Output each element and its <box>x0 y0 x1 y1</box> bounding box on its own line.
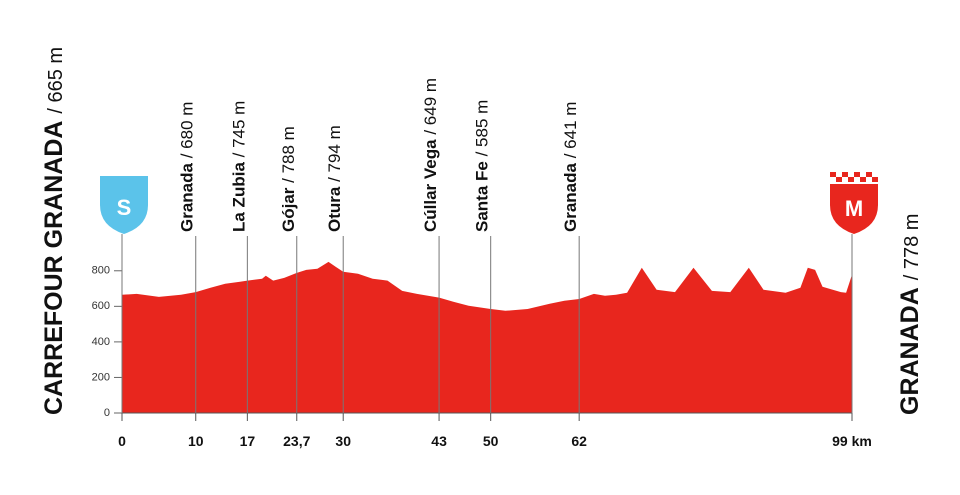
elevation-area <box>122 261 852 413</box>
start-label: CARREFOUR GRANADA / 665 m <box>40 47 68 415</box>
waypoint-label: Granada / 680 m <box>178 102 197 232</box>
waypoint-name: Granada <box>561 162 580 232</box>
x-tick-label: 43 <box>431 433 447 449</box>
x-tick-label: 99 km <box>832 433 872 449</box>
finish-altitude: / 778 m <box>901 214 923 281</box>
waypoint-altitude: / 794 m <box>325 125 344 182</box>
waypoint-label: Cúllar Vega / 649 m <box>421 78 440 232</box>
waypoint-label: Granada / 641 m <box>561 102 580 232</box>
finish-name: GRANADA <box>896 287 924 415</box>
waypoint-label: La Zubia / 745 m <box>229 101 248 232</box>
x-tick-label: 23,7 <box>283 433 310 449</box>
waypoint-altitude: / 745 m <box>229 101 248 158</box>
start-name: CARREFOUR GRANADA <box>40 121 68 415</box>
finish-badge <box>830 184 878 234</box>
waypoint-name: Santa Fe <box>473 161 492 232</box>
waypoint-label: Gójar / 788 m <box>279 126 298 232</box>
y-tick-label: 0 <box>104 407 110 419</box>
y-tick-label: 800 <box>92 265 110 277</box>
x-tick-label: 50 <box>483 433 499 449</box>
waypoint-label: Santa Fe / 585 m <box>473 100 492 232</box>
start-altitude: / 665 m <box>45 47 67 114</box>
y-tick-label: 600 <box>92 300 110 312</box>
y-tick-label: 400 <box>92 336 110 348</box>
finish-flag <box>830 172 878 186</box>
waypoint-altitude: / 585 m <box>473 100 492 157</box>
x-tick-label: 30 <box>335 433 351 449</box>
start-badge <box>100 176 148 234</box>
waypoint-altitude: / 680 m <box>178 102 197 159</box>
waypoint-label: Otura / 794 m <box>325 125 344 232</box>
waypoint-altitude: / 788 m <box>279 126 298 183</box>
waypoint-name: Otura <box>325 186 344 232</box>
y-tick-label: 200 <box>92 371 110 383</box>
start-badge-letter: S <box>117 195 132 220</box>
x-tick-label: 62 <box>571 433 587 449</box>
x-tick-label: 17 <box>240 433 256 449</box>
finish-label: GRANADA / 778 m <box>896 214 924 415</box>
waypoint-name: Gójar <box>279 187 298 232</box>
waypoint-altitude: / 649 m <box>421 78 440 135</box>
x-tick-label: 0 <box>118 433 126 449</box>
waypoint-name: La Zubia <box>229 162 248 232</box>
x-tick-label: 10 <box>188 433 204 449</box>
waypoint-name: Granada <box>178 162 197 232</box>
waypoint-name: Cúllar Vega <box>421 139 440 232</box>
waypoint-altitude: / 641 m <box>561 102 580 159</box>
finish-badge-letter: M <box>845 196 863 221</box>
